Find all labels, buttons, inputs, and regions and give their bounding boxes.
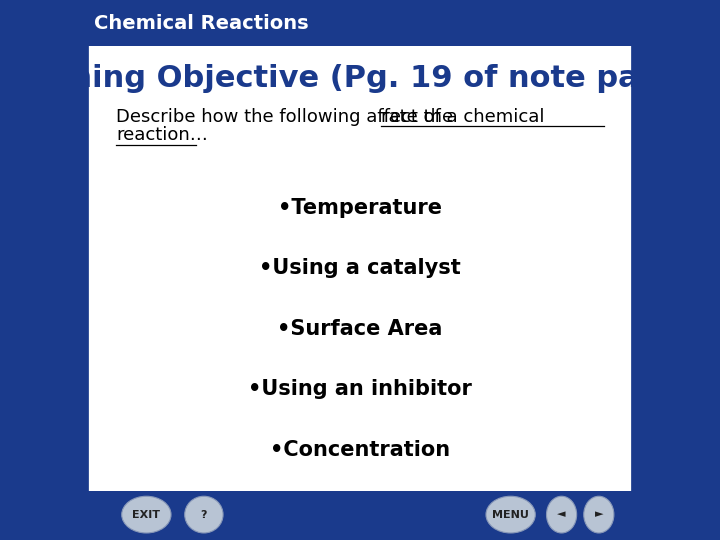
Text: rate of a chemical: rate of a chemical [381,107,544,125]
Text: •Surface Area: •Surface Area [277,319,443,339]
Ellipse shape [486,496,535,533]
Text: Chemical Reactions: Chemical Reactions [94,14,309,33]
Ellipse shape [122,496,171,533]
Text: Describe how the following affect the: Describe how the following affect the [116,107,459,125]
Text: •Using an inhibitor: •Using an inhibitor [248,379,472,400]
FancyBboxPatch shape [89,24,631,505]
Ellipse shape [584,496,614,533]
Text: ?: ? [201,510,207,519]
Text: •Concentration: •Concentration [270,440,450,460]
Bar [86,0,634,46]
Text: EXIT: EXIT [132,510,161,519]
Ellipse shape [185,496,223,533]
Text: MENU: MENU [492,510,529,519]
Text: ◄: ◄ [557,510,566,519]
Bar [86,491,634,540]
Ellipse shape [546,496,577,533]
Text: reaction…: reaction… [116,126,208,144]
Text: ►: ► [595,510,603,519]
Text: •Using a catalyst: •Using a catalyst [259,258,461,279]
Text: Learning Objective (Pg. 19 of note packet): Learning Objective (Pg. 19 of note packe… [0,64,720,93]
Text: •Temperature: •Temperature [278,198,442,218]
